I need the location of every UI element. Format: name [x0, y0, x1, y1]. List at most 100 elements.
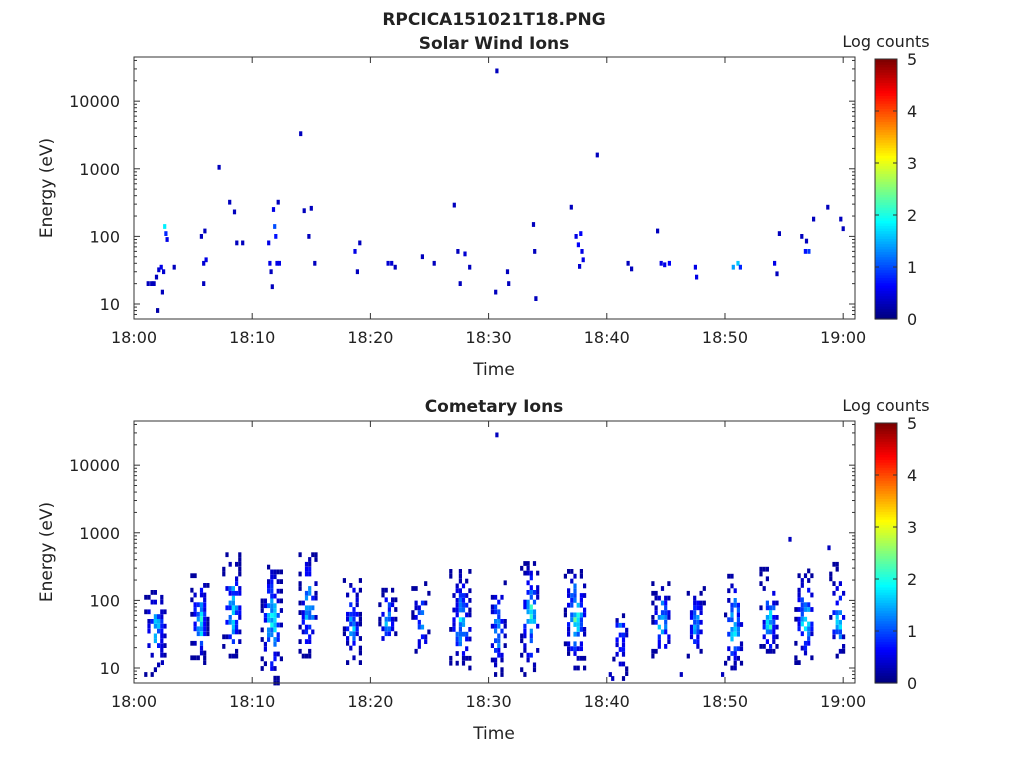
colorbar-segment	[875, 207, 897, 211]
heatmap-cell	[759, 571, 763, 577]
heatmap-cell	[494, 619, 498, 624]
heatmap-cell	[693, 595, 697, 601]
heatmap-cell	[225, 605, 229, 611]
heatmap-cell	[727, 617, 731, 623]
heatmap-cell	[526, 619, 530, 624]
heatmap-cell	[273, 613, 277, 618]
colorbar-segment	[875, 441, 897, 445]
heatmap-cell	[190, 587, 194, 593]
heatmap-cell	[664, 619, 668, 625]
colorbar-segment	[875, 129, 897, 133]
heatmap-cell	[583, 583, 587, 589]
colorbar-tick-label: 4	[907, 466, 917, 485]
colorbar-segment	[875, 173, 897, 177]
colorbar-segment	[875, 659, 897, 663]
heatmap-cell	[772, 624, 776, 630]
heatmap-cell	[839, 216, 843, 222]
heatmap-cell	[298, 552, 302, 558]
heatmap-cell	[449, 655, 453, 661]
heatmap-cell	[699, 610, 703, 615]
heatmap-cell	[651, 581, 655, 586]
heatmap-cell	[190, 640, 194, 646]
colorbar-segment	[875, 272, 897, 276]
heatmap-cell	[621, 613, 626, 619]
colorbar-segment	[875, 480, 897, 484]
heatmap-cell	[693, 615, 697, 620]
heatmap-cell	[832, 561, 836, 567]
colorbar-segment	[875, 527, 897, 531]
heatmap-cell	[497, 633, 501, 639]
heatmap-cell	[696, 600, 700, 606]
heatmap-cell	[160, 638, 164, 644]
heatmap-cell	[353, 249, 357, 254]
plot-frame	[133, 56, 856, 320]
heatmap-cell	[394, 607, 398, 612]
heatmap-cell	[654, 595, 658, 601]
colorbar-segment	[875, 183, 897, 187]
heatmap-cell	[273, 675, 277, 681]
heatmap-cell	[202, 260, 206, 266]
heatmap-cell	[263, 641, 267, 647]
heatmap-cell	[730, 573, 734, 579]
heatmap-cell	[308, 648, 312, 654]
colorbar-segment	[875, 467, 897, 471]
heatmap-cell	[461, 660, 466, 666]
heatmap-cell	[838, 595, 842, 601]
heatmap-cell	[736, 617, 740, 623]
heatmap-cell	[497, 652, 501, 658]
heatmap-cell	[193, 592, 197, 598]
heatmap-cell	[273, 641, 277, 647]
heatmap-cell	[235, 605, 239, 611]
heatmap-cell	[206, 616, 210, 622]
colorbar-segment	[875, 433, 897, 437]
heatmap-cell	[567, 627, 571, 632]
heatmap-cell	[147, 609, 151, 615]
heatmap-cell	[762, 566, 766, 572]
heatmap-cell	[468, 569, 472, 574]
heatmap-cell	[807, 640, 811, 646]
heatmap-cell	[490, 657, 494, 663]
heatmap-cell	[279, 656, 283, 662]
heatmap-cell	[270, 284, 274, 290]
heatmap-cell	[461, 622, 466, 627]
colorbar-segment	[875, 649, 897, 653]
heatmap-cell	[759, 644, 763, 649]
heatmap-cell	[503, 633, 507, 639]
heatmap-cell	[800, 597, 804, 603]
heatmap-cell	[384, 621, 388, 627]
heatmap-cell	[387, 602, 391, 608]
colorbar-segment	[875, 615, 897, 619]
heatmap-cell	[193, 621, 197, 627]
heatmap-cell	[199, 640, 204, 646]
colorbar-segment	[875, 181, 897, 185]
heatmap-cell	[769, 605, 773, 611]
heatmap-cell	[500, 594, 504, 600]
heatmap-cell	[301, 619, 305, 625]
heatmap-cell	[458, 602, 462, 608]
panel-cometary: Cometary Ions Energy (eV) Time 18:00 18:1…	[37, 396, 930, 744]
heatmap-cell	[455, 636, 459, 642]
heatmap-cell	[567, 602, 571, 608]
heatmap-cell	[298, 581, 302, 586]
heatmap-cell	[615, 618, 619, 623]
heatmap-cell	[838, 610, 842, 615]
heatmap-cell	[660, 610, 665, 615]
heatmap-cell	[352, 607, 356, 612]
heatmap-cell	[190, 597, 194, 603]
heatmap-cell	[657, 644, 661, 649]
heatmap-cell	[147, 594, 151, 600]
heatmap-cell	[576, 622, 580, 627]
heatmap-cell	[532, 609, 537, 615]
heatmap-cell	[576, 612, 580, 618]
heatmap-cell	[529, 638, 533, 644]
colorbar-segment	[875, 147, 897, 151]
heatmap-cell	[526, 580, 530, 586]
heatmap-cell	[651, 619, 655, 625]
heatmap-cell	[193, 655, 197, 661]
colorbar-segment	[875, 573, 897, 577]
heatmap-cell	[625, 632, 629, 638]
heatmap-cell	[346, 640, 350, 646]
heatmap-cell	[664, 605, 668, 611]
heatmap-cell	[157, 643, 161, 648]
colorbar-segment	[875, 254, 897, 258]
